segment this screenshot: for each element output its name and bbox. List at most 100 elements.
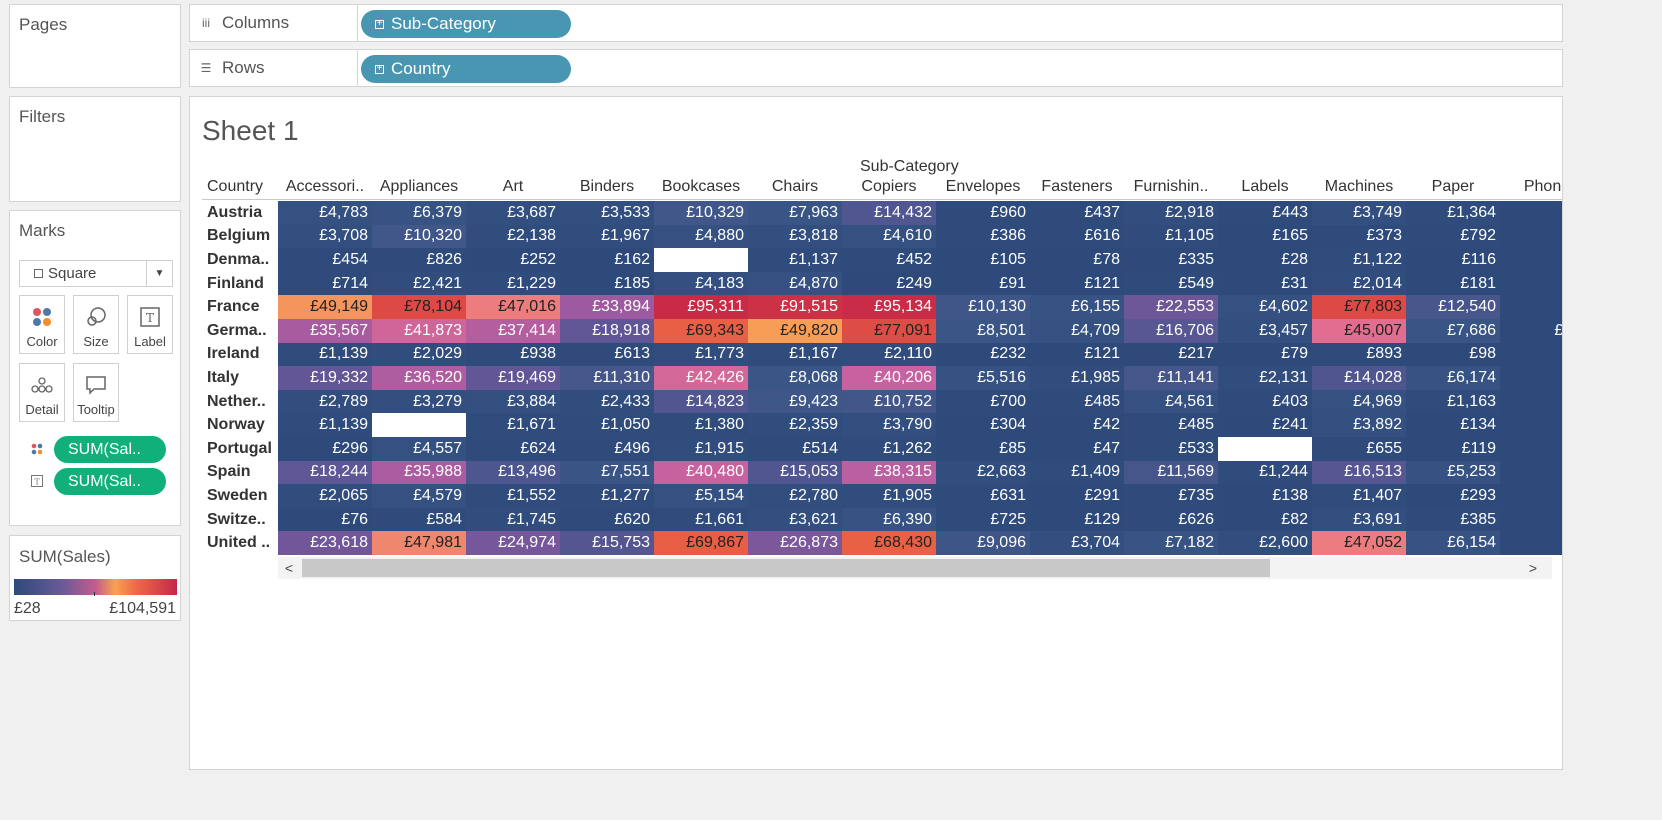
row-header[interactable]: Ireland: [207, 345, 260, 363]
table-cell[interactable]: £77,091: [842, 319, 936, 343]
table-cell[interactable]: £826: [372, 248, 466, 272]
table-cell[interactable]: £78,104: [372, 295, 466, 319]
country-pill[interactable]: + Country: [361, 55, 571, 83]
table-cell[interactable]: £95,311: [654, 295, 748, 319]
filters-card[interactable]: Filters: [9, 96, 181, 202]
table-cell[interactable]: £4,183: [654, 271, 748, 296]
row-header[interactable]: Denma..: [207, 250, 270, 268]
table-cell[interactable]: £1,244: [1218, 460, 1312, 485]
table-cell[interactable]: £893: [1312, 342, 1406, 367]
table-cell[interactable]: £1,163: [1406, 389, 1500, 414]
table-cell[interactable]: £49,820: [748, 319, 842, 343]
table-cell[interactable]: £104: [1500, 319, 1562, 343]
table-cell[interactable]: £89: [1500, 295, 1562, 319]
table-cell[interactable]: £121: [1030, 271, 1124, 296]
table-cell[interactable]: £385: [1406, 507, 1500, 532]
table-cell[interactable]: £3,892: [1312, 413, 1406, 437]
table-cell[interactable]: £77,803: [1312, 295, 1406, 319]
table-cell[interactable]: £2,780: [748, 484, 842, 508]
table-cell[interactable]: £138: [1218, 484, 1312, 508]
table-cell[interactable]: £36,520: [372, 366, 466, 390]
table-cell[interactable]: £293: [1406, 484, 1500, 508]
table-cell[interactable]: £4,557: [372, 437, 466, 461]
column-header[interactable]: Accessori..: [285, 178, 365, 195]
table-cell[interactable]: £10,752: [842, 389, 936, 414]
table-cell[interactable]: £9,423: [748, 389, 842, 414]
table-cell[interactable]: £1,380: [654, 413, 748, 437]
table-cell[interactable]: £1,407: [1312, 484, 1406, 508]
table-cell[interactable]: £241: [1218, 413, 1312, 437]
color-measure-pill[interactable]: SUM(Sal..: [54, 436, 166, 463]
table-cell[interactable]: £18,918: [560, 319, 654, 343]
table-cell[interactable]: £1,661: [654, 507, 748, 532]
table-cell[interactable]: £3,749: [1312, 201, 1406, 225]
table-cell[interactable]: £2,110: [842, 342, 936, 367]
table-cell[interactable]: £134: [1406, 413, 1500, 437]
table-cell[interactable]: £7,551: [560, 460, 654, 485]
table-cell[interactable]: £79: [1218, 342, 1312, 367]
table-cell[interactable]: £69,343: [654, 319, 748, 343]
table-cell[interactable]: £165: [1218, 224, 1312, 249]
row-header[interactable]: Nether..: [207, 392, 266, 410]
table-cell[interactable]: £291: [1030, 484, 1124, 508]
table-cell[interactable]: £1,967: [560, 224, 654, 249]
table-cell[interactable]: £12,540: [1406, 295, 1500, 319]
table-cell[interactable]: £1,552: [466, 484, 560, 508]
table-cell[interactable]: £4,610: [842, 224, 936, 249]
table-cell[interactable]: £15,053: [748, 460, 842, 485]
table-cell[interactable]: [1218, 437, 1312, 461]
table-cell[interactable]: £4,783: [278, 201, 372, 225]
column-header[interactable]: Binders: [579, 178, 635, 195]
table-cell[interactable]: £76: [278, 507, 372, 532]
table-cell[interactable]: £47,981: [372, 531, 466, 555]
table-cell[interactable]: £443: [1218, 201, 1312, 225]
row-header[interactable]: Finland: [207, 274, 264, 292]
table-cell[interactable]: £5: [1500, 201, 1562, 225]
table-cell[interactable]: £49,149: [278, 295, 372, 319]
table-cell[interactable]: £19,469: [466, 366, 560, 390]
table-cell[interactable]: £2: [1500, 437, 1562, 461]
table-cell[interactable]: £7,963: [748, 201, 842, 225]
table-cell[interactable]: £78: [1030, 248, 1124, 272]
table-cell[interactable]: £1,364: [1406, 201, 1500, 225]
table-cell[interactable]: [654, 248, 748, 272]
table-cell[interactable]: £7,686: [1406, 319, 1500, 343]
table-cell[interactable]: £14,432: [842, 201, 936, 225]
table-cell[interactable]: £792: [1406, 224, 1500, 249]
table-cell[interactable]: £28: [1218, 248, 1312, 272]
chevron-down-icon[interactable]: ▼: [146, 261, 172, 286]
table-cell[interactable]: £121: [1030, 342, 1124, 367]
column-header[interactable]: Chairs: [771, 178, 819, 195]
rows-shelf[interactable]: ☰ Rows + Country: [189, 49, 1563, 87]
table-cell[interactable]: £2,065: [278, 484, 372, 508]
table-cell[interactable]: £41,873: [372, 319, 466, 343]
row-header[interactable]: Belgium: [207, 227, 271, 245]
table-cell[interactable]: £3,621: [748, 507, 842, 532]
table-cell[interactable]: £82: [1218, 507, 1312, 532]
table-cell[interactable]: £1,985: [1030, 366, 1124, 390]
row-header[interactable]: Sweden: [207, 486, 268, 504]
expand-plus-icon[interactable]: +: [375, 18, 384, 29]
table-cell[interactable]: £68,430: [842, 531, 936, 555]
scroll-left-icon[interactable]: <: [284, 560, 294, 576]
table-cell[interactable]: £91,515: [748, 295, 842, 319]
table-cell[interactable]: £10,329: [654, 201, 748, 225]
size-button[interactable]: Size: [73, 295, 119, 354]
horizontal-scrollbar[interactable]: < >: [278, 557, 1552, 579]
table-cell[interactable]: £5: [1500, 224, 1562, 249]
table-cell[interactable]: £24,974: [466, 531, 560, 555]
table-cell[interactable]: £33,894: [560, 295, 654, 319]
table-cell[interactable]: £6,154: [1406, 531, 1500, 555]
scroll-right-icon[interactable]: >: [1528, 560, 1538, 576]
table-cell[interactable]: £1,745: [466, 507, 560, 532]
table-cell[interactable]: £8,501: [936, 319, 1030, 343]
table-cell[interactable]: £386: [936, 224, 1030, 249]
table-cell[interactable]: £2,359: [748, 413, 842, 437]
table-cell[interactable]: £47: [1030, 437, 1124, 461]
table-cell[interactable]: £437: [1030, 201, 1124, 225]
table-cell[interactable]: £24: [1500, 366, 1562, 390]
table-cell[interactable]: £5,154: [654, 484, 748, 508]
table-cell[interactable]: £624: [466, 437, 560, 461]
table-cell[interactable]: £454: [278, 248, 372, 272]
table-cell[interactable]: £714: [278, 271, 372, 296]
